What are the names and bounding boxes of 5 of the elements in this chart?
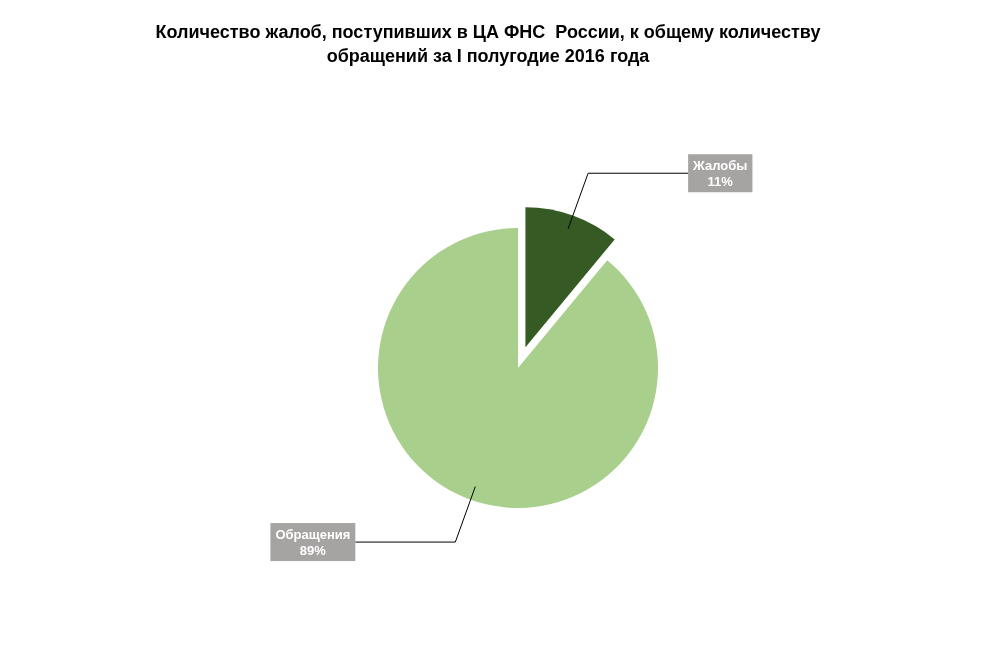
chart-title: Количество жалоб, поступивших в ЦА ФНС России, к общему количеству обращений за I полугодие 2016 года	[155, 22, 821, 66]
data-label: 11%	[707, 174, 734, 190]
slice-label: Жалобы	[692, 158, 748, 174]
data-label: 89%	[299, 543, 327, 559]
slice-label: Обращения	[275, 527, 351, 543]
